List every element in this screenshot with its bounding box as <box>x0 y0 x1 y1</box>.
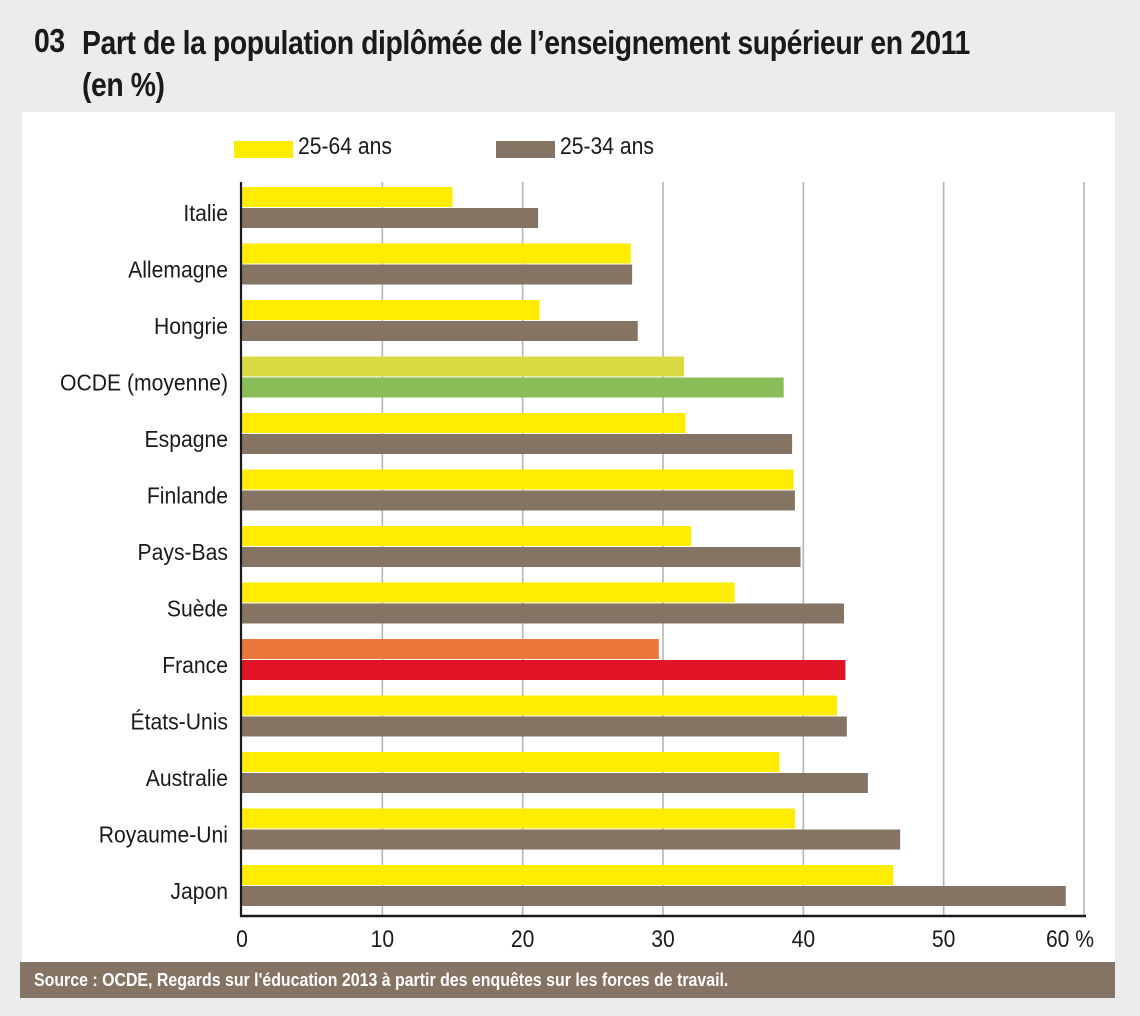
category-label: Hongrie <box>154 313 228 339</box>
bar-25-64-5 <box>242 469 794 490</box>
category-label: Italie <box>183 200 228 226</box>
x-tick-label-40: 40 <box>792 926 815 953</box>
bar-25-64-8 <box>242 639 659 659</box>
chart-title-line-1: Part de la population diplômée de l’ense… <box>82 24 970 61</box>
category-label: Pays-Bas <box>138 539 228 565</box>
bar-25-64-11 <box>242 808 795 829</box>
category-label: Australie <box>146 765 228 791</box>
bar-25-64-0 <box>242 187 453 207</box>
bar-25-64-12 <box>242 865 894 885</box>
x-tick-label-10: 10 <box>371 926 394 953</box>
x-tick-label-50: 50 <box>932 926 955 953</box>
legend-swatch-25-64 <box>234 141 293 158</box>
bar-25-64-1 <box>242 243 631 264</box>
bar-25-34-1 <box>242 264 633 285</box>
bar-25-34-10 <box>242 773 868 793</box>
category-label: Finlande <box>147 482 228 508</box>
bar-25-64-6 <box>242 526 692 546</box>
chart-title-line-2: (en %) <box>82 66 165 103</box>
bar-25-34-9 <box>242 716 847 737</box>
bar-25-64-7 <box>242 582 735 603</box>
x-tick-label-60: 60 % <box>1046 926 1094 953</box>
category-label: Suède <box>167 595 228 621</box>
category-label: Allemagne <box>128 256 228 282</box>
bar-25-64-10 <box>242 752 780 772</box>
bar-25-64-9 <box>242 695 838 716</box>
bar-25-34-4 <box>242 434 793 454</box>
category-label: Japon <box>170 878 228 904</box>
x-tick-label-20: 20 <box>511 926 534 953</box>
bar-25-34-2 <box>242 321 638 341</box>
bar-25-34-8 <box>242 660 846 680</box>
bar-25-34-0 <box>242 208 539 228</box>
bar-25-34-11 <box>242 829 901 850</box>
x-tick-label-30: 30 <box>651 926 674 953</box>
bar-25-34-3 <box>242 377 784 398</box>
legend-label-25-64: 25-64 ans <box>298 133 392 160</box>
bar-25-34-5 <box>242 490 795 511</box>
chart-title: Part de la population diplômée de l’ense… <box>82 22 1097 106</box>
bar-25-64-2 <box>242 300 540 320</box>
category-label: Royaume-Uni <box>99 821 228 847</box>
category-label: États-Unis <box>130 708 228 734</box>
figure-number: 03 <box>34 22 65 59</box>
legend-label-25-34: 25-34 ans <box>560 133 654 160</box>
category-label: France <box>162 652 228 678</box>
category-label: Espagne <box>145 426 228 452</box>
bar-25-64-4 <box>242 413 686 433</box>
bar-25-64-3 <box>242 356 685 377</box>
x-tick-label-0: 0 <box>236 926 248 953</box>
legend-swatch-25-34 <box>496 141 555 158</box>
bar-25-34-6 <box>242 547 801 567</box>
bar-25-34-12 <box>242 886 1066 906</box>
source-bar: Source : OCDE, Regards sur l'éducation 2… <box>20 962 1115 998</box>
source-note: Source : OCDE, Regards sur l'éducation 2… <box>34 969 729 990</box>
category-label: OCDE (moyenne) <box>60 369 228 395</box>
bar-25-34-7 <box>242 603 845 624</box>
